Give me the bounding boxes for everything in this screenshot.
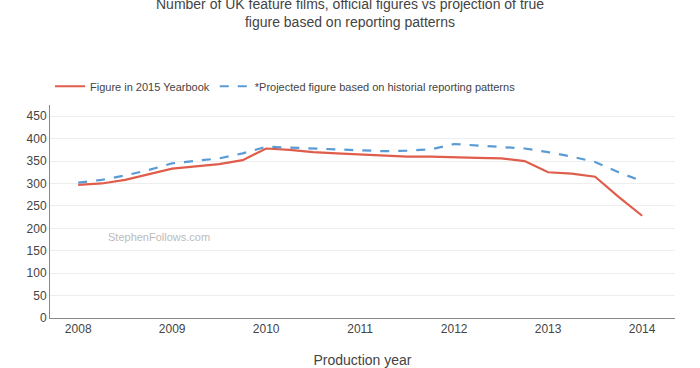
svg-text:400: 400 [27, 132, 47, 146]
svg-text:2010: 2010 [253, 322, 280, 336]
svg-text:200: 200 [27, 222, 47, 236]
svg-text:250: 250 [27, 199, 47, 213]
svg-text:50: 50 [33, 289, 47, 303]
svg-text:350: 350 [27, 154, 47, 168]
svg-text:Production year: Production year [313, 352, 411, 368]
svg-text:2013: 2013 [535, 322, 562, 336]
svg-text:450: 450 [27, 109, 47, 123]
svg-text:100: 100 [27, 266, 47, 280]
svg-text:300: 300 [27, 177, 47, 191]
svg-text:2012: 2012 [441, 322, 468, 336]
svg-text:2009: 2009 [159, 322, 186, 336]
svg-text:StephenFollows.com: StephenFollows.com [108, 231, 210, 243]
svg-text:0: 0 [40, 311, 47, 325]
svg-text:Number of UK feature films, of: Number of UK feature films, official fig… [156, 0, 544, 30]
svg-text:2008: 2008 [65, 322, 92, 336]
svg-text:Figure in 2015 Yearbook: Figure in 2015 Yearbook [90, 81, 210, 93]
svg-text:2011: 2011 [347, 322, 373, 336]
svg-text:150: 150 [27, 244, 47, 258]
svg-text:*Projected figure based on his: *Projected figure based on historial rep… [255, 81, 515, 93]
svg-text:2014: 2014 [629, 322, 656, 336]
